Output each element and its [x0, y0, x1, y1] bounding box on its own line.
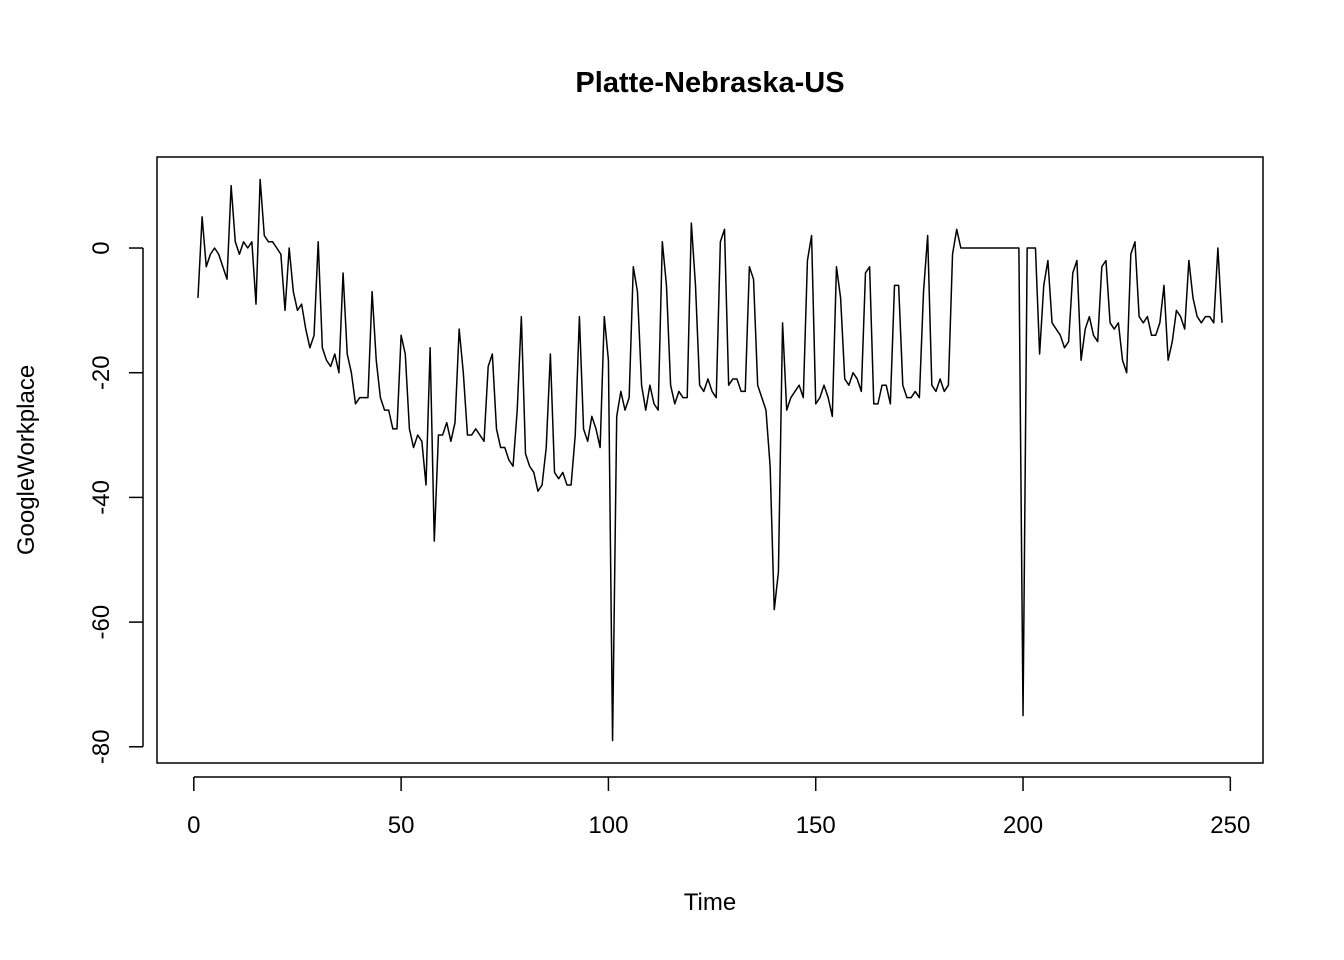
y-axis-label: GoogleWorkplace — [13, 365, 40, 555]
y-tick-label: -20 — [88, 355, 115, 390]
x-tick-label: 100 — [588, 812, 628, 839]
x-tick-label: 250 — [1210, 812, 1250, 839]
x-tick-label: 0 — [187, 812, 200, 839]
y-tick-label: -80 — [88, 729, 115, 764]
data-line — [197, 178, 1223, 742]
y-tick-label: -40 — [88, 480, 115, 515]
chart-title: Platte-Nebraska-US — [575, 67, 844, 99]
plot-frame — [156, 156, 1264, 764]
x-tick-label: 150 — [796, 812, 836, 839]
x-tick-label: 200 — [1003, 812, 1043, 839]
x-axis-label: Time — [684, 889, 736, 916]
x-tick-label: 50 — [388, 812, 415, 839]
y-tick-label: 0 — [88, 241, 115, 254]
y-tick-label: -60 — [88, 605, 115, 640]
